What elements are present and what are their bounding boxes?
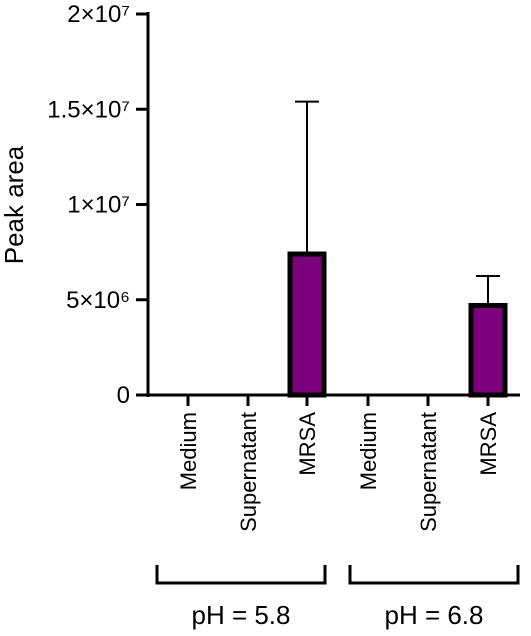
bar	[287, 251, 327, 398]
category-label: Supernatant	[236, 412, 261, 532]
x-axis	[147, 393, 520, 406]
y-tick-label: 1.5×10⁷	[47, 96, 130, 123]
error-bars	[295, 100, 500, 306]
y-tick-label: 1×10⁷	[67, 192, 130, 219]
category-label: Supernatant	[416, 412, 441, 532]
bars	[287, 251, 508, 398]
y-tick-label: 5×10⁶	[66, 287, 130, 314]
y-tick-label: 2×10⁷	[67, 1, 130, 28]
group-brackets: pH = 5.8 pH = 6.8	[155, 565, 520, 630]
y-tick-label: 0	[117, 382, 130, 409]
category-labels: Medium Supernatant MRSA Medium Supernatant MR…	[176, 412, 501, 532]
group-bracket	[348, 565, 520, 585]
group-label: pH = 5.8	[191, 600, 290, 630]
y-axis-title: Peak area	[0, 145, 29, 264]
group-label: pH = 6.8	[384, 600, 483, 630]
category-label: MRSA	[295, 412, 320, 476]
y-axis: 0 5×10⁶ 1×10⁷ 1.5×10⁷ 2×10⁷	[47, 1, 150, 409]
category-label: Medium	[176, 412, 201, 490]
category-label: MRSA	[476, 412, 501, 476]
group-bracket	[155, 565, 327, 585]
bar	[468, 302, 508, 398]
category-label: Medium	[356, 412, 381, 490]
